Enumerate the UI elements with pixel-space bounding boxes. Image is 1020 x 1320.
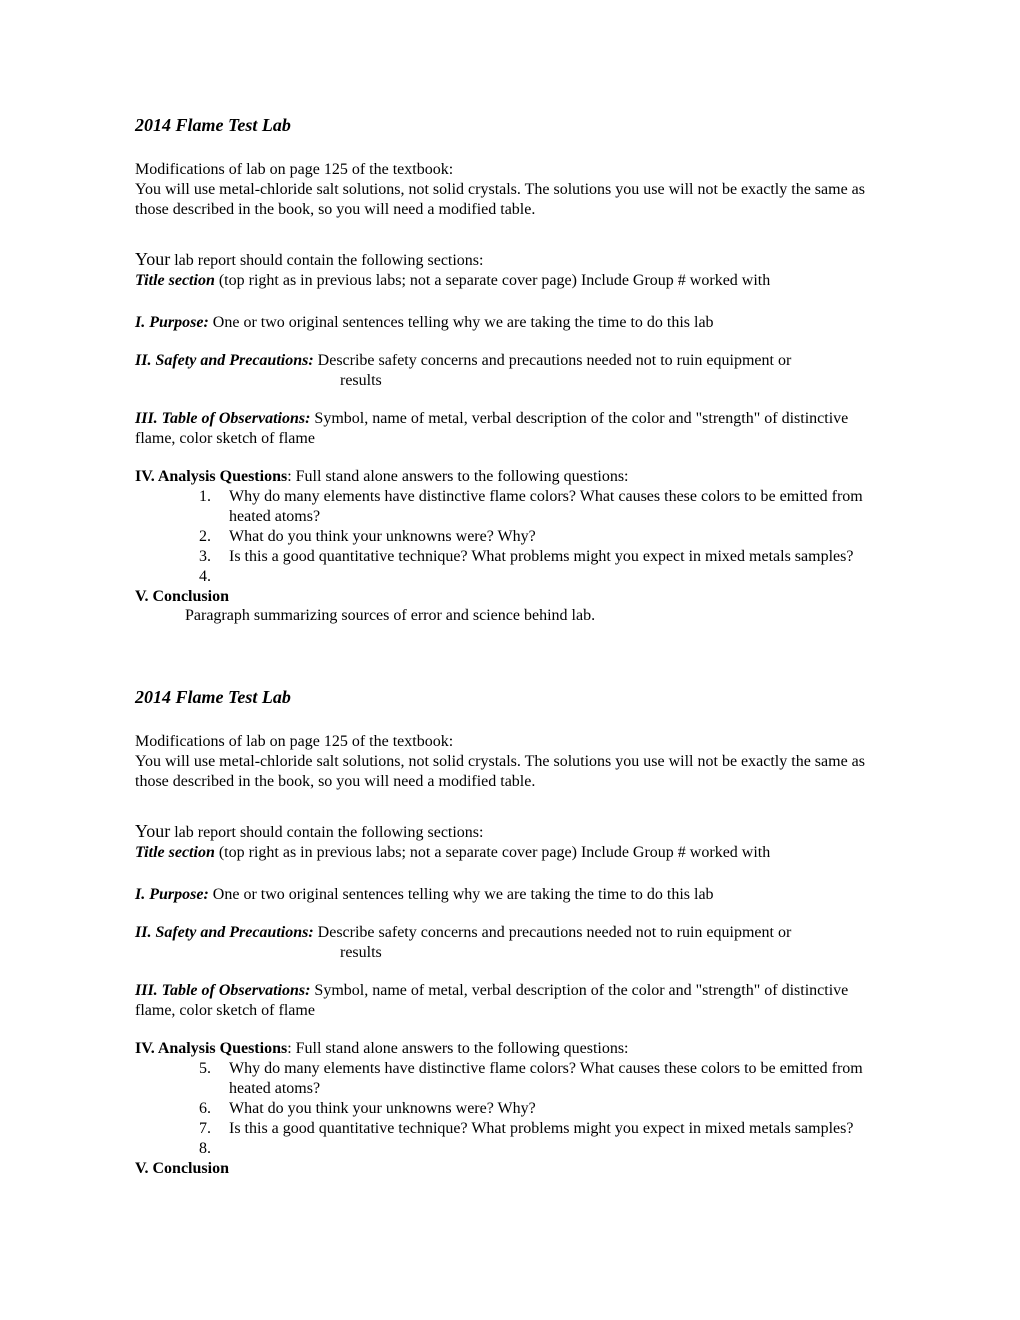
list-item: 6. What do you think your unknowns were?… xyxy=(199,1099,885,1119)
list-text: Is this a good quantitative technique? W… xyxy=(229,1119,853,1139)
analysis-list: 5. Why do many elements have distinctive… xyxy=(199,1059,885,1159)
list-number: 6. xyxy=(199,1099,229,1119)
intro-line-1: Modifications of lab on page 125 of the … xyxy=(135,732,885,752)
intro-line-2: You will use metal-chloride salt solutio… xyxy=(135,752,885,792)
analysis-label: IV. Analysis Questions xyxy=(135,468,287,485)
title-section-label: Title section xyxy=(135,272,215,289)
lab-block-2: 2014 Flame Test Lab Modifications of lab… xyxy=(135,687,885,1179)
analysis-text: : Full stand alone answers to the follow… xyxy=(287,1040,628,1057)
purpose-label: I. Purpose: xyxy=(135,314,209,331)
list-number: 1. xyxy=(199,487,229,527)
list-item: 1. Why do many elements have distinctive… xyxy=(199,487,885,527)
intro-line-1: Modifications of lab on page 125 of the … xyxy=(135,160,885,180)
list-item: 2. What do you think your unknowns were?… xyxy=(199,527,885,547)
list-text: What do you think your unknowns were? Wh… xyxy=(229,527,536,547)
your-block: Your lab report should contain the follo… xyxy=(135,820,885,863)
your-tail: lab report should contain the following … xyxy=(170,252,483,269)
intro-line-2: You will use metal-chloride salt solutio… xyxy=(135,180,885,220)
list-item: 7. Is this a good quantitative technique… xyxy=(199,1119,885,1139)
your-word: Your xyxy=(135,821,170,841)
your-line: Your lab report should contain the follo… xyxy=(135,820,885,843)
list-text: Why do many elements have distinctive fl… xyxy=(229,1059,885,1099)
title-section-text: (top right as in previous labs; not a se… xyxy=(215,272,770,289)
purpose-label: I. Purpose: xyxy=(135,886,209,903)
list-number: 2. xyxy=(199,527,229,547)
title-section-text: (top right as in previous labs; not a se… xyxy=(215,844,770,861)
lab-block-1: 2014 Flame Test Lab Modifications of lab… xyxy=(135,115,885,625)
conclusion-label: V. Conclusion xyxy=(135,588,229,605)
list-text: What do you think your unknowns were? Wh… xyxy=(229,1099,536,1119)
safety-text-2: results xyxy=(340,371,885,391)
safety-text: Describe safety concerns and precautions… xyxy=(314,352,792,369)
observations-section: III. Table of Observations: Symbol, name… xyxy=(135,981,885,1021)
title-section-line: Title section (top right as in previous … xyxy=(135,271,885,291)
observations-label: III. Table of Observations: xyxy=(135,982,310,999)
intro-block: Modifications of lab on page 125 of the … xyxy=(135,732,885,792)
purpose-text: One or two original sentences telling wh… xyxy=(209,886,714,903)
list-item: 3. Is this a good quantitative technique… xyxy=(199,547,885,567)
safety-text: Describe safety concerns and precautions… xyxy=(314,924,792,941)
lab-title: 2014 Flame Test Lab xyxy=(135,687,885,708)
your-line: Your lab report should contain the follo… xyxy=(135,248,885,271)
conclusion-section: V. Conclusion xyxy=(135,1159,885,1179)
lab-title: 2014 Flame Test Lab xyxy=(135,115,885,136)
list-text: Why do many elements have distinctive fl… xyxy=(229,487,885,527)
list-item: 5. Why do many elements have distinctive… xyxy=(199,1059,885,1099)
your-tail: lab report should contain the following … xyxy=(170,824,483,841)
list-number: 5. xyxy=(199,1059,229,1099)
your-word: Your xyxy=(135,249,170,269)
analysis-section: IV. Analysis Questions: Full stand alone… xyxy=(135,467,885,587)
safety-text-2: results xyxy=(340,943,885,963)
title-section-label: Title section xyxy=(135,844,215,861)
purpose-text: One or two original sentences telling wh… xyxy=(209,314,714,331)
purpose-section: I. Purpose: One or two original sentence… xyxy=(135,885,885,905)
conclusion-label: V. Conclusion xyxy=(135,1160,229,1177)
list-item: 8. xyxy=(199,1139,885,1159)
your-block: Your lab report should contain the follo… xyxy=(135,248,885,291)
list-number: 7. xyxy=(199,1119,229,1139)
analysis-section: IV. Analysis Questions: Full stand alone… xyxy=(135,1039,885,1159)
list-item: 4. xyxy=(199,567,885,587)
list-number: 8. xyxy=(199,1139,229,1159)
conclusion-body: Paragraph summarizing sources of error a… xyxy=(185,607,885,625)
list-text: Is this a good quantitative technique? W… xyxy=(229,547,853,567)
title-section-line: Title section (top right as in previous … xyxy=(135,843,885,863)
list-number: 3. xyxy=(199,547,229,567)
conclusion-section: V. Conclusion Paragraph summarizing sour… xyxy=(135,587,885,625)
safety-section: II. Safety and Precautions: Describe saf… xyxy=(135,351,885,391)
safety-label: II. Safety and Precautions: xyxy=(135,924,314,941)
safety-section: II. Safety and Precautions: Describe saf… xyxy=(135,923,885,963)
analysis-label: IV. Analysis Questions xyxy=(135,1040,287,1057)
intro-block: Modifications of lab on page 125 of the … xyxy=(135,160,885,220)
analysis-list: 1. Why do many elements have distinctive… xyxy=(199,487,885,587)
purpose-section: I. Purpose: One or two original sentence… xyxy=(135,313,885,333)
safety-label: II. Safety and Precautions: xyxy=(135,352,314,369)
observations-section: III. Table of Observations: Symbol, name… xyxy=(135,409,885,449)
list-number: 4. xyxy=(199,567,229,587)
analysis-text: : Full stand alone answers to the follow… xyxy=(287,468,628,485)
observations-label: III. Table of Observations: xyxy=(135,410,310,427)
